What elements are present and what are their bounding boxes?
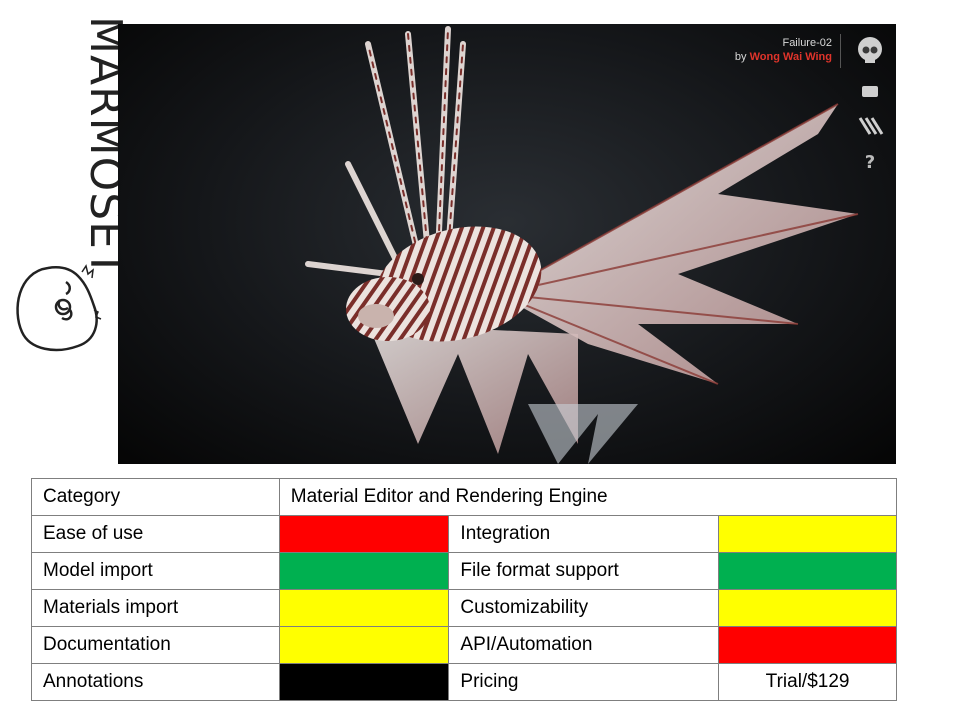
layers-icon[interactable]	[856, 112, 884, 140]
3d-viewer[interactable]: Failure-02 by Wong Wai Wing ?	[118, 24, 896, 464]
table-row: Ease of use Integration	[31, 515, 897, 553]
criterion-label: Documentation	[31, 626, 280, 664]
author-link[interactable]: Wong Wai Wing	[749, 51, 832, 63]
rating-swatch	[718, 626, 897, 664]
table-row: Model import File format support	[31, 552, 897, 590]
category-value: Material Editor and Rendering Engine	[278, 478, 898, 516]
help-icon[interactable]: ?	[856, 148, 884, 176]
criterion-label: Model import	[31, 552, 280, 590]
viewer-divider	[840, 34, 841, 68]
criterion-label: File format support	[448, 552, 720, 590]
rating-swatch	[718, 552, 897, 590]
skull-icon[interactable]	[856, 36, 884, 64]
scene-title: Failure-02	[782, 37, 832, 49]
table-row: Annotations Pricing Trial/$129	[31, 663, 897, 701]
model-credit: Failure-02 by Wong Wai Wing	[735, 36, 832, 64]
pricing-value: Trial/$129	[718, 663, 897, 701]
lionfish-model[interactable]	[118, 24, 896, 464]
criterion-label: Integration	[448, 515, 720, 553]
criterion-label: API/Automation	[448, 626, 720, 664]
rating-swatch	[718, 515, 897, 553]
criterion-label: Annotations	[31, 663, 280, 701]
table-row: Materials import Customizability	[31, 589, 897, 627]
fullscreen-icon[interactable]	[856, 78, 884, 106]
rating-swatch	[278, 552, 450, 590]
by-label: by	[734, 51, 747, 63]
category-label: Category	[31, 478, 280, 516]
rating-swatch	[718, 589, 897, 627]
rating-swatch	[278, 663, 450, 701]
criterion-label: Materials import	[31, 589, 280, 627]
criterion-label: Pricing	[448, 663, 720, 701]
criterion-label: Customizability	[448, 589, 720, 627]
rating-swatch	[278, 515, 450, 553]
help-glyph: ?	[864, 151, 876, 173]
criterion-label: Ease of use	[31, 515, 280, 553]
ratings-table: Category Material Editor and Rendering E…	[31, 478, 898, 701]
rating-swatch	[278, 626, 450, 664]
marmoset-logo: MARMOSET	[8, 10, 131, 360]
rating-swatch	[278, 589, 450, 627]
table-row: Category Material Editor and Rendering E…	[31, 478, 898, 516]
table-row: Documentation API/Automation	[31, 626, 897, 664]
skull-logo-icon	[16, 264, 102, 352]
